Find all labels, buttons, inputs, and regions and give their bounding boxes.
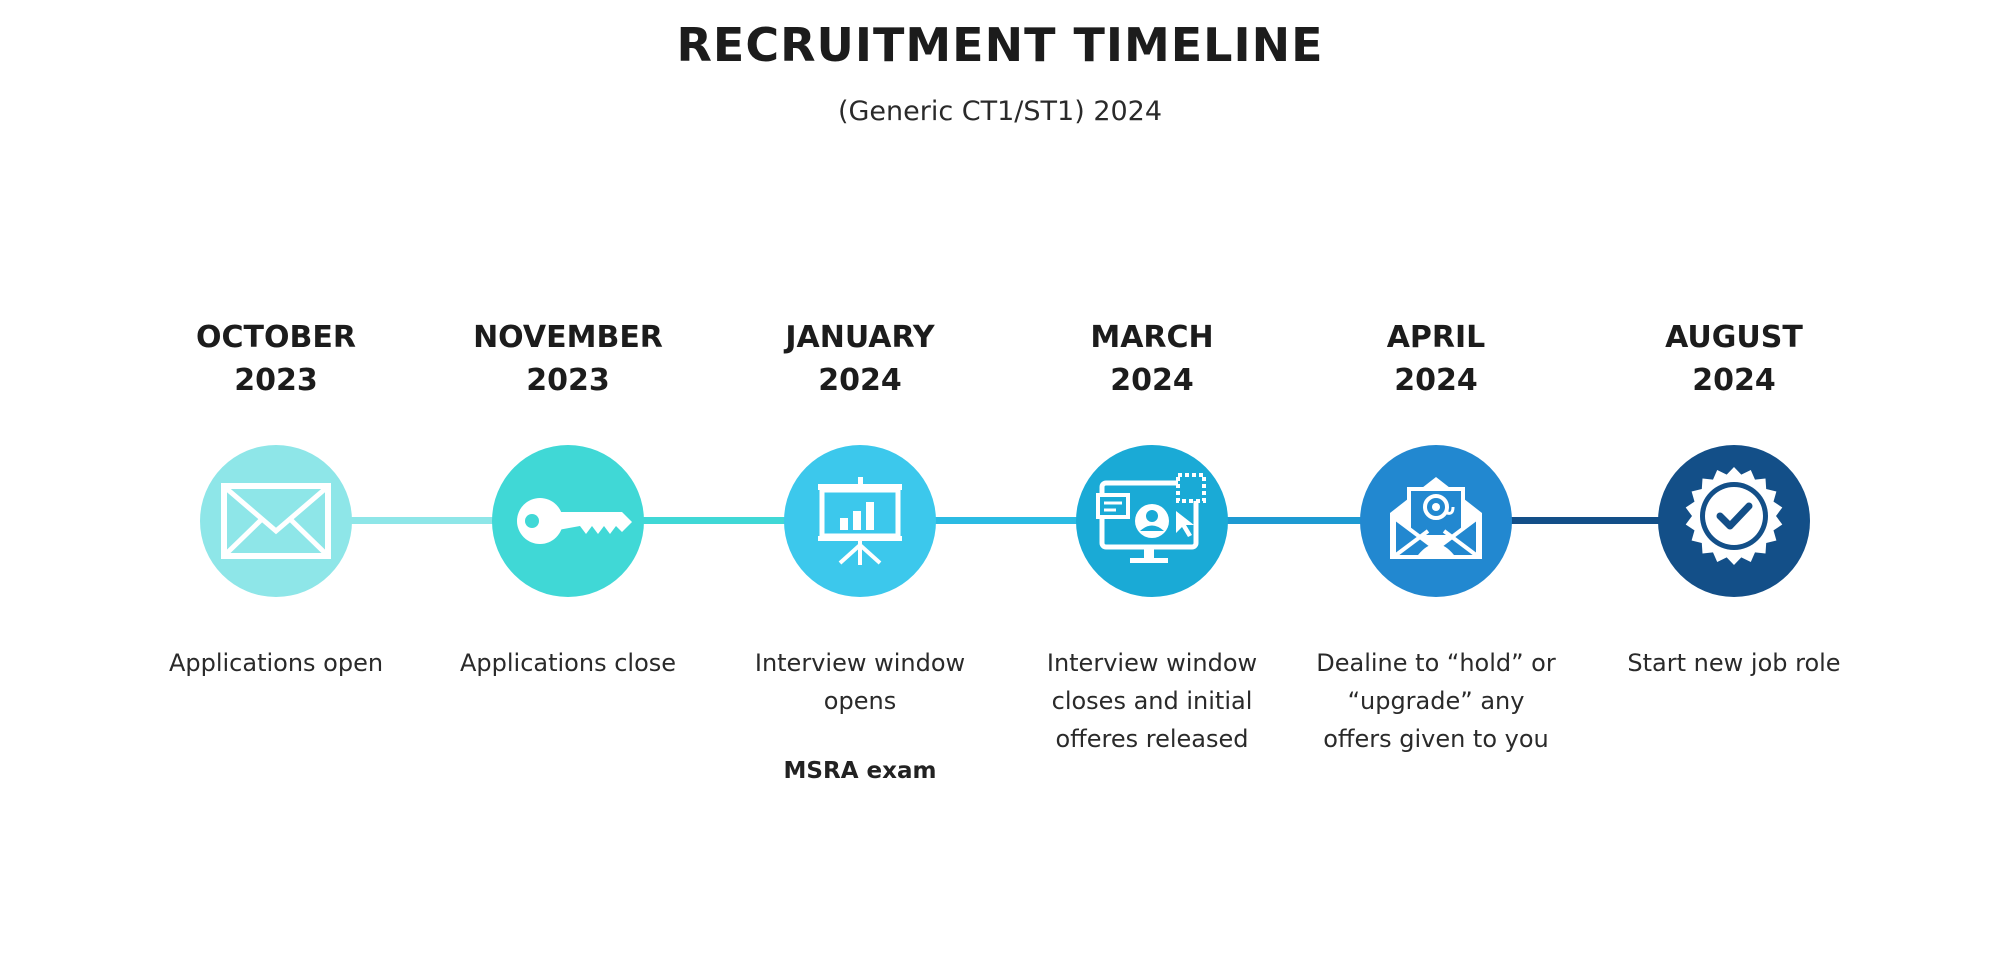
description-line: opens [823,687,897,715]
stage-date: APRIL 2024 [1286,316,1586,402]
timeline-stage-august-2024: AUGUST 2024 Start new job role [1584,0,1884,975]
timeline-connector-2 [642,517,792,524]
stage-icon-circle [784,445,936,597]
page-subtitle: (Generic CT1/ST1) 2024 [837,96,1163,127]
stage-icon-circle [200,445,352,597]
description-line: Start new job role [1627,649,1841,677]
presentation-chart-icon [818,477,902,565]
timeline-stage-april-2024: APRIL 2024 Dealine to “hold” or “upgrade… [1286,0,1586,975]
description-line: Dealine to “hold” or [1316,649,1556,677]
verified-badge-icon [1685,467,1783,565]
stage-year: 2024 [818,363,902,398]
stage-description: Applications open [126,644,426,682]
stage-date: OCTOBER 2023 [126,316,426,402]
description-line: “upgrade” any [1347,687,1525,715]
stage-icon-circle [1076,445,1228,597]
stage-date: MARCH 2024 [1002,316,1302,402]
stage-month: OCTOBER [196,320,356,355]
description-line: Applications close [459,649,677,677]
stage-month: MARCH [1090,320,1214,355]
stage-description: Applications close [418,644,718,682]
page-title: RECRUITMENT TIMELINE [676,18,1324,72]
stage-date: JANUARY 2024 [710,316,1010,402]
stage-year: 2023 [234,363,318,398]
stage-year: 2024 [1394,363,1478,398]
stage-description: Dealine to “hold” or “upgrade” any offer… [1286,644,1586,758]
timeline-stage-october-2023: OCTOBER 2023 Applications open [126,0,426,975]
stage-year: 2023 [526,363,610,398]
timeline-stage-november-2023: NOVEMBER 2023 Applications close [418,0,718,975]
stage-date: NOVEMBER 2023 [418,316,718,402]
description-line: Interview window [754,649,966,677]
stage-month: NOVEMBER [473,320,663,355]
stage-description: Start new job role [1584,644,1884,682]
stage-icon-circle [1658,445,1810,597]
description-line: Applications open [168,649,384,677]
stage-month: JANUARY [785,320,935,355]
msra-exam-note: MSRA exam [783,758,937,784]
timeline-connector-5 [1510,517,1660,524]
envelope-icon [221,483,331,559]
timeline-connector-1 [350,517,500,524]
key-icon [517,498,632,544]
stage-icon-circle [492,445,644,597]
monitor-profile-icon [1096,473,1206,563]
description-line: Interview window [1046,649,1258,677]
stage-description: Interview window closes and initial offe… [1002,644,1302,758]
description-line: offeres released [1055,725,1249,753]
stage-date: AUGUST 2024 [1584,316,1884,402]
stage-month: APRIL [1386,320,1486,355]
stage-year: 2024 [1692,363,1776,398]
timeline-connector-3 [934,517,1084,524]
description-line: closes and initial [1051,687,1253,715]
open-mail-at-icon [1390,477,1482,559]
timeline-connector-4 [1226,517,1362,524]
timeline-stage-march-2024: MARCH 2024 Interview window closes and i… [1002,0,1302,975]
stage-year: 2024 [1110,363,1194,398]
stage-month: AUGUST [1665,320,1803,355]
description-line: offers given to you [1323,725,1549,753]
timeline-stage-january-2024: JANUARY 2024 Interview window opens MSRA… [710,0,1010,975]
stage-icon-circle [1360,445,1512,597]
stage-description: Interview window opens [710,644,1010,720]
